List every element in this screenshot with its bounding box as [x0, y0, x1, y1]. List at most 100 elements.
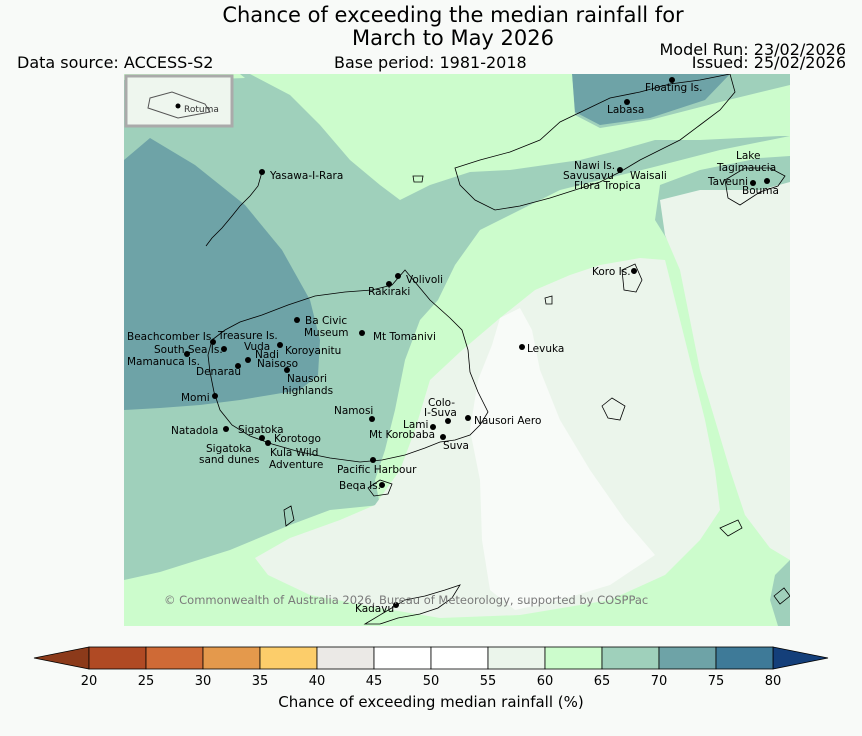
place-label-colo-i-suva: Colo-: [428, 397, 455, 409]
place-dot-bouma: [764, 178, 770, 184]
colorbar-tick-75: 75: [708, 674, 725, 689]
title-line-2: March to May 2026: [352, 26, 554, 50]
colorbar-band-65-70: [601, 646, 660, 670]
place-dot-taveuni: [750, 180, 756, 186]
place-dot-nadi: [245, 357, 251, 363]
place-dot-suva: [440, 434, 446, 440]
coast-islet-3: [601, 397, 626, 421]
coast-islet-6: [544, 295, 553, 305]
colorbar-band-70-75: [658, 646, 717, 670]
title-line-1: Chance of exceeding the median rainfall …: [222, 3, 684, 27]
colorbar-band-30-35: [202, 646, 261, 670]
colorbar-band-75-80: [715, 646, 774, 670]
place-label-colo-i-suva-2: I-Suva: [424, 407, 457, 419]
coast-vanua-levu: [454, 74, 736, 211]
coast-kadavu: [363, 584, 461, 625]
issued-text: Issued: 25/02/2026: [691, 53, 846, 72]
place-label-lami: Lami: [403, 419, 428, 431]
coast-koro: [621, 263, 643, 293]
place-dot-koroyanitu: [277, 342, 283, 348]
coast-islet-2: [283, 505, 295, 527]
place-label-koro: Koro Is.: [592, 266, 631, 278]
colorbar-tick-40: 40: [309, 674, 326, 689]
place-label-nausori-aero: Nausori Aero: [474, 415, 541, 427]
place-label-nawi: Nawi Is.: [574, 160, 615, 172]
place-label-levuka: Levuka: [527, 343, 564, 355]
coast-yasawa: [205, 171, 263, 247]
place-label-mt-tomanivi: Mt Tomanivi: [373, 331, 436, 343]
coast-islet-4: [719, 519, 743, 537]
zone-70-75-north: [572, 74, 730, 125]
colorbar-band-20-25: [88, 646, 147, 670]
place-label-sigatoka-dunes: Sigatoka: [206, 443, 252, 455]
rotuma-label: Rotuma: [184, 105, 219, 115]
base-period-text: Base period: 1981-2018: [334, 53, 527, 72]
place-label-sigatoka-dunes-2: sand dunes: [199, 454, 259, 466]
zone-65-70-southeast: [770, 560, 790, 626]
place-label-kula-2: Adventure: [269, 459, 323, 471]
place-markers: Floating Is.Labasa Yasawa-I-Rara Nawi Is. S…: [127, 77, 779, 615]
place-label-lake-tagimaucia: Lake: [736, 150, 760, 162]
colorbar-band-25-30: [145, 646, 204, 670]
colorbar-band-45-50: [373, 646, 432, 670]
place-label-nausori-highlands: Nausori: [287, 373, 327, 385]
place-label-namosi: Namosi: [334, 405, 373, 417]
colorbar-tick-65: 65: [594, 674, 611, 689]
place-label-mamanuca: Mamanuca Is.: [127, 356, 200, 368]
data-source-text: Data source: ACCESS-S2: [17, 53, 214, 72]
place-dot-mt-tomanivi: [359, 330, 365, 336]
place-label-beqa: Beqa Is.: [339, 480, 381, 492]
place-dot-beachcomber: [210, 339, 216, 345]
place-label-suva: Suva: [443, 440, 469, 452]
place-label-floating-is: Floating Is.: [645, 82, 702, 94]
place-dot-floating-is: [669, 77, 675, 83]
coast-islet-1: [412, 175, 424, 183]
colorbar-tick-70: 70: [651, 674, 668, 689]
place-dot-korotogo: [265, 440, 271, 446]
place-label-lake-tagimaucia-2: Tagimaucia: [716, 162, 776, 174]
place-label-taveuni: Taveuni: [707, 176, 748, 188]
colorbar-tick-35: 35: [252, 674, 269, 689]
coastlines: [205, 74, 790, 625]
place-dot-mamanuca: [184, 351, 190, 357]
coast-islet-5: [773, 587, 790, 605]
place-label-koroyanitu: Koroyanitu: [285, 345, 341, 357]
place-label-treasure: Treasure Is.: [217, 330, 278, 342]
place-dot-beqa: [379, 482, 385, 488]
place-label-nadi: Nadi: [255, 349, 279, 361]
coast-viti-levu: [207, 269, 489, 463]
colorbar-tick-25: 25: [138, 674, 155, 689]
copyright-text: © Commonwealth of Australia 2026, Bureau…: [164, 593, 648, 607]
place-dot-natadola: [223, 426, 229, 432]
place-dot-south-sea: [221, 346, 227, 352]
place-label-naisoso: Naisoso: [257, 358, 298, 370]
colorbar-tick-80: 80: [765, 674, 782, 689]
place-label-labasa: Labasa: [607, 104, 644, 116]
place-label-sigatoka: Sigatoka: [238, 424, 284, 436]
place-label-south-sea: South Sea Is.: [154, 344, 223, 356]
place-label-mt-korobaba: Mt Korobaba: [369, 429, 435, 441]
zone-45-55: [470, 308, 655, 610]
place-label-denarau: Denarau: [196, 366, 241, 378]
colorbar-title: Chance of exceeding median rainfall (%): [278, 693, 583, 711]
place-label-kadavu: Kadavu: [355, 603, 394, 615]
place-label-beachcomber: Beachcomber Is.: [127, 331, 215, 343]
place-label-natadola: Natadola: [171, 425, 218, 437]
colorbar: 20 25 30 35 40 45 50 55 60 65 70 75 80: [33, 646, 829, 689]
colorbar-tick-50: 50: [423, 674, 440, 689]
place-label-yasawa: Yasawa-I-Rara: [269, 170, 343, 182]
colorbar-band-60-65: [544, 646, 603, 670]
place-dot-nawi: [617, 167, 623, 173]
rotuma-inset: Rotuma: [124, 74, 234, 128]
place-label-korotogo: Korotogo: [274, 433, 321, 445]
place-dot-pacific-harbour: [370, 457, 376, 463]
place-dot-denarau: [235, 363, 241, 369]
colorbar-extend-high: [772, 646, 829, 670]
colorbar-tick-55: 55: [480, 674, 497, 689]
colorbar-band-35-40: [259, 646, 318, 670]
place-dot-kadavu: [393, 602, 399, 608]
place-dot-levuka: [519, 344, 525, 350]
place-label-pacific-harbour: Pacific Harbour: [337, 464, 417, 476]
colorbar-tick-60: 60: [537, 674, 554, 689]
place-dot-nausori-highlands: [284, 367, 290, 373]
